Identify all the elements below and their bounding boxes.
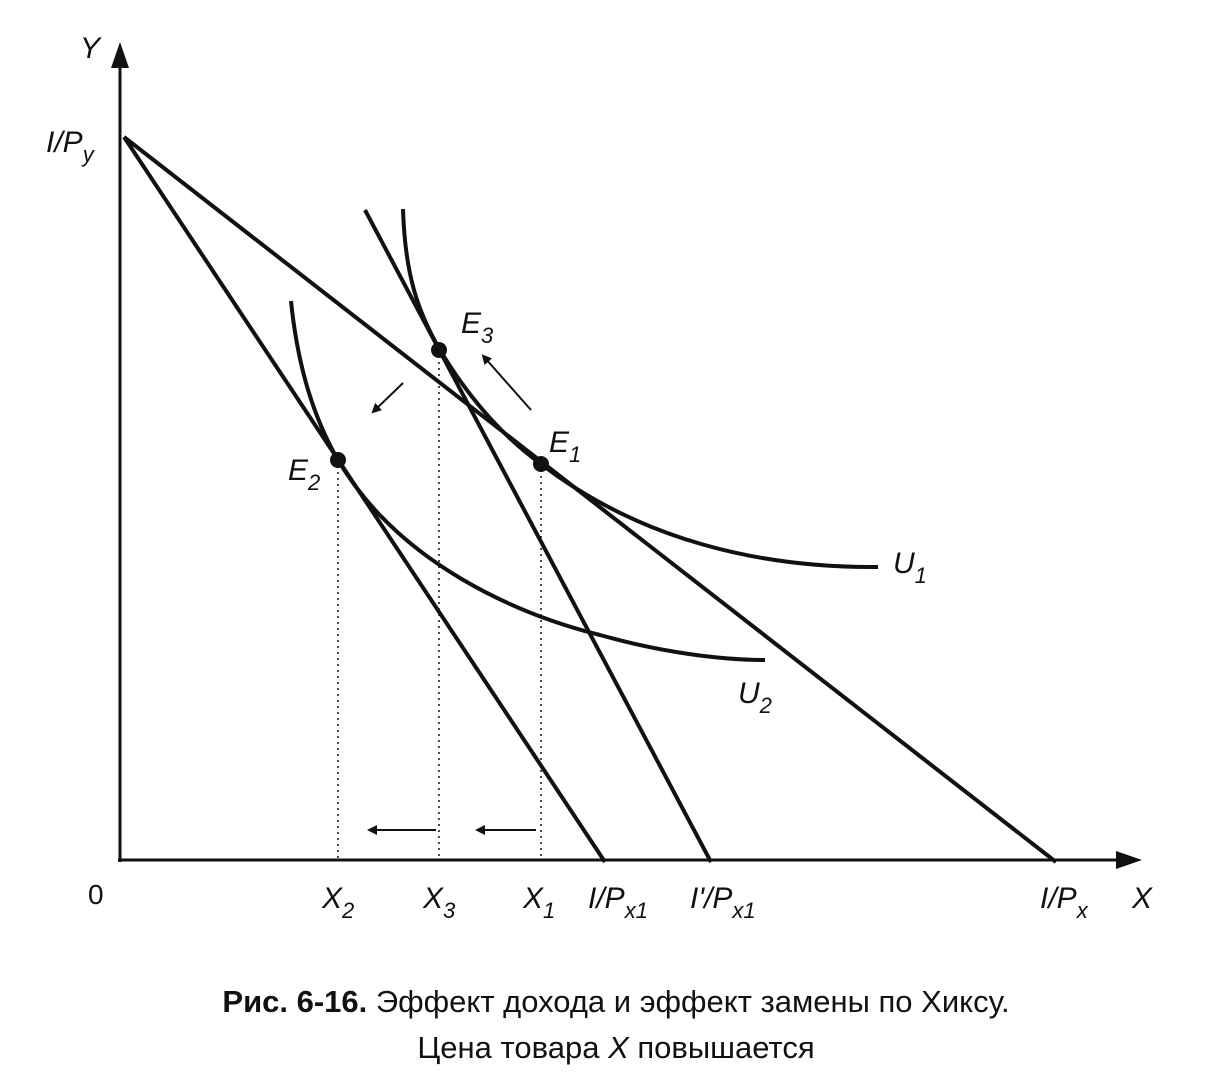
projection-lines xyxy=(337,350,542,860)
figure-caption-line2: Цена товара X повышается xyxy=(0,1030,1232,1066)
budget-line-original xyxy=(122,135,1058,864)
indifference-curves xyxy=(289,208,879,662)
origin-label: 0 xyxy=(88,879,104,910)
y-axis-label: Y xyxy=(80,32,102,65)
y-intercept-label: I/Py xyxy=(46,126,96,167)
e2-label: E2 xyxy=(288,454,320,495)
caption-line2-before: Цена товара xyxy=(417,1030,609,1065)
y-axis-arrow xyxy=(111,42,129,68)
x1-label: X1 xyxy=(522,882,555,923)
i-over-px1-label: I/Px1 xyxy=(588,882,648,923)
e1-label: E1 xyxy=(549,426,581,467)
x-axis-label: X xyxy=(1131,882,1153,915)
arrow-e3-to-e2 xyxy=(371,382,404,414)
budget-lines xyxy=(122,135,1058,864)
axes xyxy=(111,42,1142,869)
u2-label: U2 xyxy=(738,677,772,718)
u1-label: U1 xyxy=(893,547,927,588)
x2-label: X2 xyxy=(321,882,354,923)
caption-line2-variable: X xyxy=(608,1030,629,1065)
figure-caption-line1: Рис. 6-16. Эффект дохода и эффект замены… xyxy=(0,984,1232,1020)
caption-line2-after: повышается xyxy=(628,1030,815,1065)
i-over-px-label: I/Px xyxy=(1040,882,1089,923)
point-e1 xyxy=(533,456,549,472)
x3-label: X3 xyxy=(422,882,456,923)
point-e2 xyxy=(330,452,346,468)
figure-number: Рис. 6-16. xyxy=(222,984,368,1019)
equilibrium-markers xyxy=(330,342,549,472)
iprime-over-px1-label: I'/Px1 xyxy=(690,882,756,923)
movement-arrows xyxy=(367,354,536,835)
indifference-curve-u2 xyxy=(289,300,766,662)
x-axis-arrow xyxy=(1116,851,1142,869)
arrow-e1-to-e3 xyxy=(481,354,532,411)
indifference-curve-u1 xyxy=(401,208,879,570)
figure-title: Эффект дохода и эффект замены по Хиксу. xyxy=(375,984,1010,1019)
e3-label: E3 xyxy=(461,307,494,348)
point-e3 xyxy=(431,342,447,358)
